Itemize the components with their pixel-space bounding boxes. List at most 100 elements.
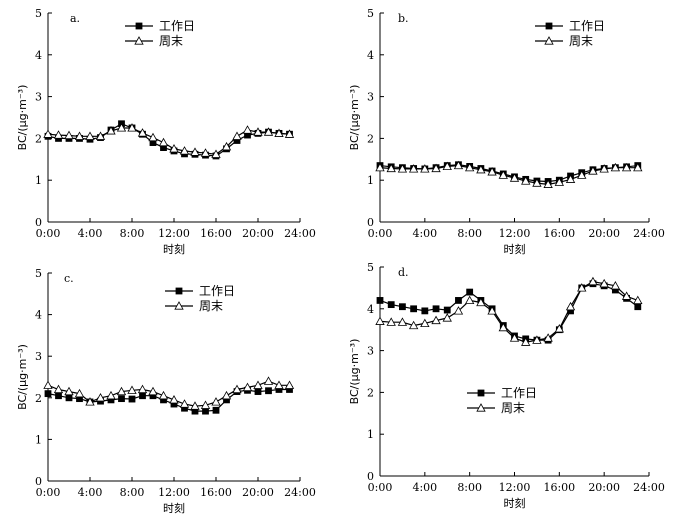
y-axis-title: BC/(μg·m⁻³) bbox=[16, 85, 29, 151]
data-point bbox=[127, 123, 137, 132]
legend-label: 周末 bbox=[501, 401, 525, 415]
legend-label: 工作日 bbox=[199, 284, 235, 298]
x-tick-label: 0:00 bbox=[368, 227, 393, 240]
data-point bbox=[498, 170, 508, 179]
data-point bbox=[116, 386, 127, 396]
y-tick-label: 3 bbox=[367, 345, 374, 358]
data-point bbox=[263, 376, 274, 385]
x-tick-label: 20:00 bbox=[242, 486, 274, 499]
data-point bbox=[588, 276, 598, 286]
y-tick-label: 2 bbox=[35, 392, 42, 405]
data-point bbox=[565, 174, 576, 183]
data-point bbox=[509, 173, 520, 182]
data-point bbox=[263, 127, 274, 136]
y-tick-label: 0 bbox=[35, 475, 42, 488]
x-tick-label: 0:00 bbox=[36, 486, 61, 499]
data-point bbox=[139, 392, 146, 400]
legend-marker bbox=[134, 36, 144, 45]
data-point bbox=[431, 163, 441, 173]
data-point bbox=[95, 392, 106, 402]
x-tick-label: 8:00 bbox=[457, 227, 482, 240]
y-tick-label: 2 bbox=[367, 386, 374, 399]
x-tick-label: 24:00 bbox=[633, 481, 665, 494]
data-point bbox=[232, 384, 242, 394]
y-tick-label: 1 bbox=[367, 174, 374, 187]
data-point bbox=[202, 407, 209, 415]
x-tick-label: 4:00 bbox=[412, 481, 437, 494]
data-point bbox=[95, 131, 106, 140]
data-point bbox=[599, 278, 609, 288]
y-tick-label: 5 bbox=[35, 7, 42, 20]
data-point bbox=[212, 406, 220, 414]
x-tick-label: 12:00 bbox=[158, 227, 190, 240]
data-point bbox=[242, 382, 253, 392]
x-tick-label: 8:00 bbox=[120, 227, 145, 240]
data-point bbox=[633, 295, 643, 305]
legend-marker bbox=[175, 287, 183, 295]
data-point bbox=[74, 131, 85, 140]
data-point bbox=[85, 397, 95, 406]
data-point bbox=[200, 400, 211, 409]
data-point bbox=[169, 144, 179, 153]
data-point bbox=[148, 132, 158, 142]
x-tick-label: 20:00 bbox=[242, 227, 274, 240]
data-point bbox=[420, 164, 430, 173]
series-line-2 bbox=[379, 280, 639, 343]
y-tick-label: 0 bbox=[367, 470, 374, 483]
y-tick-label: 0 bbox=[35, 216, 42, 229]
data-point bbox=[621, 162, 632, 172]
chart-panel-1: 0 1 2 3 4 5 0:00 4:00 8:00 12:00 16:00 20:00 24:00 时刻… bbox=[16, 7, 316, 256]
data-point bbox=[211, 397, 221, 406]
data-point bbox=[408, 164, 419, 173]
x-axis-title: 时刻 bbox=[504, 242, 526, 256]
x-tick-label: 0:00 bbox=[36, 227, 61, 240]
data-point bbox=[487, 167, 497, 176]
y-tick-label: 4 bbox=[35, 309, 42, 322]
data-point bbox=[453, 306, 464, 315]
data-point bbox=[211, 149, 221, 158]
legend-marker bbox=[477, 389, 485, 397]
data-point bbox=[633, 162, 643, 172]
data-point bbox=[476, 297, 486, 307]
y-tick-label: 5 bbox=[367, 261, 374, 274]
y-tick-label: 1 bbox=[367, 428, 374, 441]
data-point bbox=[265, 387, 272, 395]
data-point bbox=[431, 315, 441, 325]
y-tick-label: 3 bbox=[35, 91, 42, 104]
y-axis-title: BC/(μg·m⁻³) bbox=[348, 339, 361, 405]
y-tick-label: 2 bbox=[35, 132, 42, 145]
x-tick-label: 24:00 bbox=[284, 486, 316, 499]
data-point bbox=[137, 128, 148, 137]
data-point bbox=[610, 162, 621, 172]
data-point bbox=[386, 163, 396, 173]
x-tick-label: 16:00 bbox=[543, 227, 575, 240]
data-point bbox=[43, 129, 53, 138]
y-tick-label: 4 bbox=[367, 49, 374, 62]
data-point bbox=[116, 123, 127, 132]
series-line-1 bbox=[379, 164, 638, 183]
data-point bbox=[221, 390, 232, 400]
y-tick-label: 5 bbox=[367, 7, 374, 20]
data-point bbox=[399, 303, 406, 311]
chart-panel-4: 0 1 2 3 4 5 0:00 4:00 8:00 12:00 16:00 20:00 24:00 时刻… bbox=[348, 261, 665, 510]
x-tick-label: 24:00 bbox=[284, 227, 316, 240]
data-point bbox=[532, 178, 542, 187]
x-axis-title: 时刻 bbox=[504, 496, 526, 510]
x-tick-label: 24:00 bbox=[633, 227, 665, 240]
data-point bbox=[284, 129, 295, 138]
data-point bbox=[621, 291, 632, 300]
data-point bbox=[543, 333, 553, 342]
data-point bbox=[610, 280, 621, 290]
legend-label: 周末 bbox=[159, 34, 183, 48]
data-point bbox=[554, 177, 565, 186]
data-point bbox=[588, 166, 598, 175]
data-point bbox=[397, 164, 408, 173]
data-point bbox=[137, 384, 148, 394]
data-point bbox=[179, 146, 190, 155]
data-point bbox=[158, 390, 169, 400]
data-point bbox=[55, 392, 62, 400]
data-point bbox=[453, 160, 464, 170]
legend-marker bbox=[476, 403, 486, 412]
y-tick-label: 4 bbox=[35, 49, 42, 62]
